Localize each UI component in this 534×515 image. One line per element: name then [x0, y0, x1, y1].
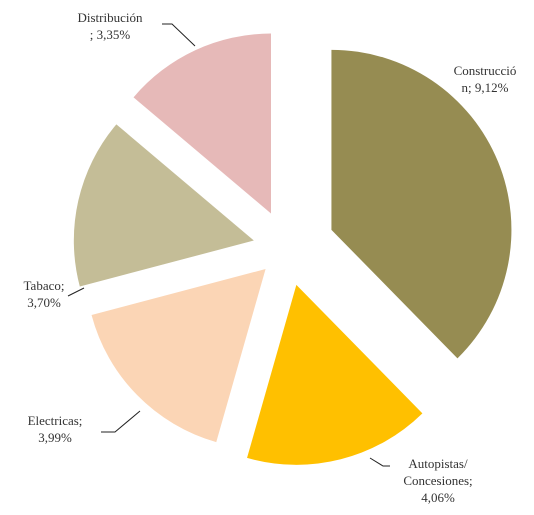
data-label: 4,06%	[421, 490, 455, 505]
data-label: Autopistas/	[408, 456, 468, 471]
data-label: ; 3,35%	[90, 27, 131, 42]
data-label: Electricas;	[28, 413, 83, 428]
leader-line	[369, 457, 390, 467]
data-label: Tabaco;	[24, 278, 65, 293]
pie-slice	[331, 49, 512, 359]
pie-slice	[91, 269, 266, 443]
data-label: 3,70%	[27, 295, 61, 310]
pie-slice	[73, 124, 254, 287]
data-label: Construcció	[454, 63, 517, 78]
leader-line	[162, 23, 196, 47]
data-label: Distribución	[78, 10, 143, 25]
data-label: Concesiones;	[403, 473, 472, 488]
pie-slice	[133, 33, 272, 214]
data-label: 3,99%	[38, 430, 72, 445]
pie-slice	[247, 284, 423, 465]
data-label: n; 9,12%	[462, 80, 509, 95]
leader-line	[101, 410, 141, 433]
leader-line	[67, 287, 85, 297]
